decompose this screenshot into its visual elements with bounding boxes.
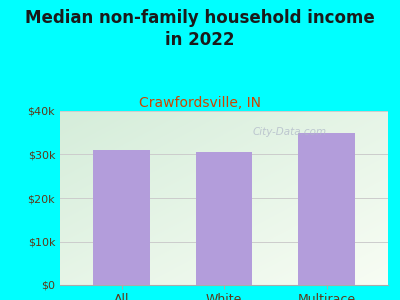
Bar bbox=[93, 150, 150, 285]
Text: Crawfordsville, IN: Crawfordsville, IN bbox=[139, 96, 261, 110]
Text: City-Data.com: City-Data.com bbox=[252, 127, 327, 137]
Text: Median non-family household income
in 2022: Median non-family household income in 20… bbox=[25, 9, 375, 49]
Bar bbox=[298, 133, 355, 285]
Bar bbox=[196, 152, 252, 285]
